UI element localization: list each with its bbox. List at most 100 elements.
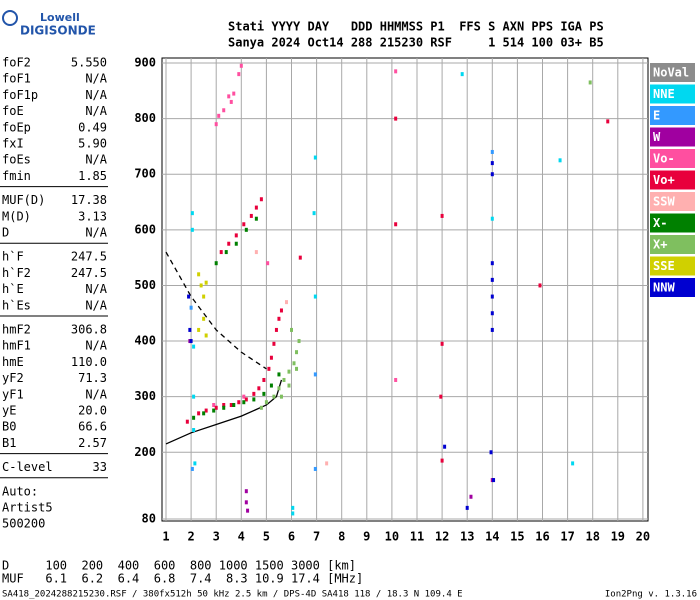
echo-point — [259, 405, 263, 410]
y-tick-label: 400 — [134, 334, 156, 348]
param-label: B1 — [2, 436, 16, 450]
y-tick-label: 300 — [134, 389, 156, 403]
echo-point — [606, 119, 610, 124]
param-label: foEs — [2, 153, 31, 167]
param-value: 5.90 — [78, 137, 107, 151]
echo-point — [204, 280, 208, 285]
echo-point — [492, 478, 496, 483]
x-tick-label: 5 — [263, 530, 270, 544]
legend-label: SSE — [653, 259, 675, 273]
echo-point — [202, 411, 206, 416]
x-tick-label: 7 — [313, 530, 320, 544]
param-label: fmin — [2, 169, 31, 183]
echo-point — [239, 63, 243, 68]
x-tick-label: 20 — [636, 530, 650, 544]
param-label: M(D) — [2, 209, 31, 223]
x-tick-label: 9 — [363, 530, 370, 544]
echo-point — [267, 366, 271, 371]
header-line: Sanya 2024 Oct14 288 215230 RSF 1 514 10… — [228, 36, 604, 50]
echo-point — [571, 461, 575, 466]
param-label: yF1 — [2, 387, 24, 401]
logo-text: DIGISONDE — [20, 24, 96, 38]
echo-point — [190, 227, 194, 232]
echo-point — [298, 255, 302, 260]
param-value: 5.550 — [71, 56, 107, 70]
echo-point — [277, 386, 281, 391]
legend-label: Vo+ — [653, 173, 675, 187]
echo-point — [266, 261, 270, 266]
logo-text: Lowell — [40, 11, 80, 24]
echo-point — [394, 222, 398, 227]
y-tick-label: 600 — [134, 222, 156, 236]
echo-point — [490, 327, 494, 332]
muf-table-row: D 100 200 400 600 800 1000 1500 3000 [km… — [2, 559, 356, 573]
echo-point — [190, 211, 194, 216]
echo-point — [214, 405, 218, 410]
echo-point — [279, 308, 283, 313]
echo-point — [291, 505, 295, 510]
x-tick-label: 12 — [435, 530, 449, 544]
param-value: 247.5 — [71, 266, 107, 280]
legend-swatch — [650, 278, 695, 297]
echo-point — [394, 377, 398, 382]
echo-point — [222, 403, 226, 407]
echo-point — [295, 366, 299, 371]
param-label: MUF(D) — [2, 193, 45, 207]
echo-point — [290, 327, 293, 332]
echo-point — [222, 405, 226, 410]
footer-text: SA418_2024288215230.RSF / 380fx512h 50 k… — [2, 590, 463, 600]
param-value: 0.49 — [78, 120, 107, 134]
echo-point — [192, 344, 196, 349]
echo-point — [242, 394, 246, 399]
echo-point — [469, 494, 473, 499]
legend-swatch — [650, 149, 695, 168]
curve — [165, 379, 283, 445]
echo-point — [558, 158, 562, 163]
muf-table-row: MUF 6.1 6.2 6.4 6.8 7.4 8.3 10.9 17.4 [M… — [2, 572, 363, 586]
y-tick-label: 800 — [134, 111, 156, 125]
echo-point — [227, 241, 231, 246]
x-tick-label: 3 — [213, 530, 220, 544]
echo-point — [192, 415, 196, 420]
param-label: hmE — [2, 355, 24, 369]
param-label: h`F — [2, 250, 24, 264]
legend-label: NNW — [653, 281, 675, 295]
param-value: N/A — [85, 88, 107, 102]
echo-point — [246, 508, 250, 513]
legend-label: NoVal — [653, 66, 689, 80]
echo-point — [489, 450, 493, 455]
echo-point — [189, 339, 193, 344]
x-tick-label: 15 — [510, 530, 524, 544]
echo-point — [244, 227, 248, 232]
echo-point — [185, 419, 189, 424]
echo-point — [287, 369, 291, 374]
echo-point — [269, 383, 273, 388]
echo-point — [279, 394, 283, 399]
x-tick-label: 8 — [338, 530, 345, 544]
legend-swatch — [650, 170, 695, 190]
logo-icon — [2, 10, 18, 26]
param-label: fxI — [2, 137, 24, 151]
x-tick-label: 4 — [238, 530, 245, 544]
header-line: Stati YYYY DAY DDD HHMMSS P1 FFS S AXN P… — [228, 20, 604, 34]
echo-point — [439, 394, 443, 399]
param-value: N/A — [85, 226, 107, 240]
echo-point — [257, 386, 261, 391]
echo-point — [490, 277, 494, 282]
echo-point — [490, 161, 494, 166]
echo-point — [443, 444, 447, 449]
legend-swatch — [650, 235, 695, 254]
echo-point — [277, 316, 281, 321]
echo-point — [254, 250, 258, 255]
param-value: N/A — [85, 387, 107, 401]
echo-point — [264, 400, 268, 405]
param-label: C-level — [2, 460, 53, 474]
param-label: B0 — [2, 420, 16, 434]
legend-label: SSW — [653, 195, 675, 209]
x-tick-label: 13 — [460, 530, 474, 544]
echo-point — [187, 294, 191, 299]
echo-point — [188, 327, 192, 332]
param-label: D — [2, 226, 9, 240]
echo-point — [295, 350, 299, 355]
echo-point — [249, 213, 253, 218]
